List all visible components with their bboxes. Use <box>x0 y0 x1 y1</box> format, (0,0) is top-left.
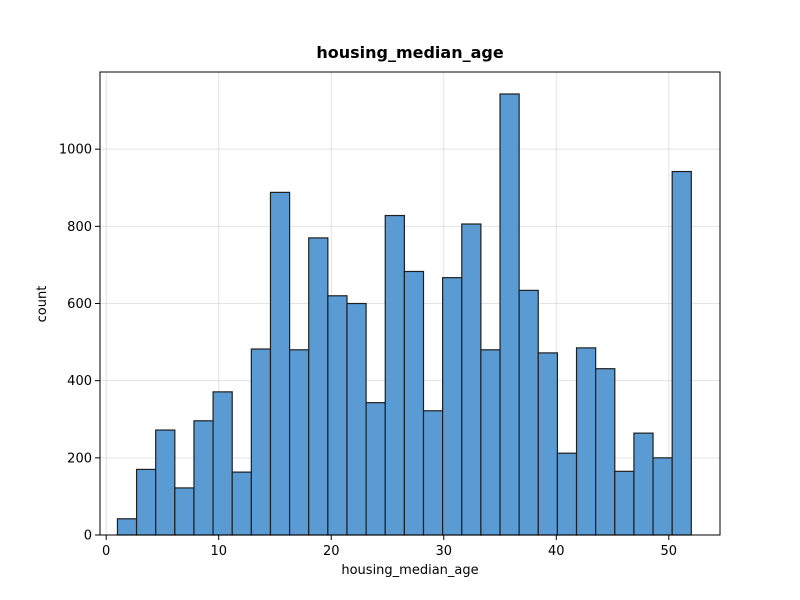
histogram-bar <box>365 402 386 536</box>
x-tick-label: 20 <box>323 544 340 559</box>
y-axis-ticks: 0 200 400 600 800 1000 <box>59 143 100 544</box>
histogram-bar <box>556 452 578 536</box>
histogram-bar <box>116 518 138 536</box>
y-tick-label: 800 <box>67 220 92 235</box>
histogram-bar <box>193 420 214 536</box>
histogram-bar <box>614 470 635 536</box>
histogram-bar <box>499 93 520 536</box>
histogram-bar <box>652 457 673 536</box>
histogram-bar <box>633 432 654 536</box>
histogram-bar <box>442 277 463 536</box>
x-tick-label: 50 <box>661 544 678 559</box>
histogram-bar <box>231 471 252 536</box>
histogram-bar <box>518 289 539 536</box>
x-axis-label: housing_median_age <box>341 563 478 578</box>
x-tick-label: 10 <box>210 544 227 559</box>
histogram-bar <box>212 391 233 536</box>
histogram-bar <box>155 429 176 536</box>
x-tick-label: 0 <box>102 544 110 559</box>
x-axis-ticks: 0 10 20 30 40 50 <box>102 535 677 559</box>
histogram-bar <box>308 237 329 536</box>
y-tick-label: 400 <box>67 374 92 389</box>
histogram-bar <box>575 347 597 536</box>
histogram-bar <box>461 223 482 536</box>
histogram-bar <box>250 348 272 536</box>
histogram-bar <box>422 410 444 536</box>
y-tick-label: 600 <box>67 297 92 312</box>
x-tick-label: 30 <box>435 544 452 559</box>
bar-layer <box>116 93 692 536</box>
histogram-bar <box>269 191 291 536</box>
y-axis-label: count <box>35 286 50 323</box>
histogram-bar <box>289 349 310 536</box>
histogram-bar <box>174 487 195 536</box>
histogram-bar <box>135 468 157 536</box>
chart-title: housing_median_age <box>316 43 504 62</box>
histogram-bar <box>671 170 692 536</box>
histogram-bar <box>403 270 425 536</box>
x-tick-label: 40 <box>548 544 565 559</box>
histogram-bar <box>346 302 367 536</box>
histogram-bar <box>327 295 348 536</box>
histogram-bar <box>384 214 405 536</box>
y-tick-label: 0 <box>84 529 92 544</box>
histogram-bar <box>595 368 616 536</box>
y-tick-label: 1000 <box>59 143 92 158</box>
histogram-bar <box>537 352 559 536</box>
y-tick-label: 200 <box>67 451 92 466</box>
histogram-bar <box>480 349 501 536</box>
